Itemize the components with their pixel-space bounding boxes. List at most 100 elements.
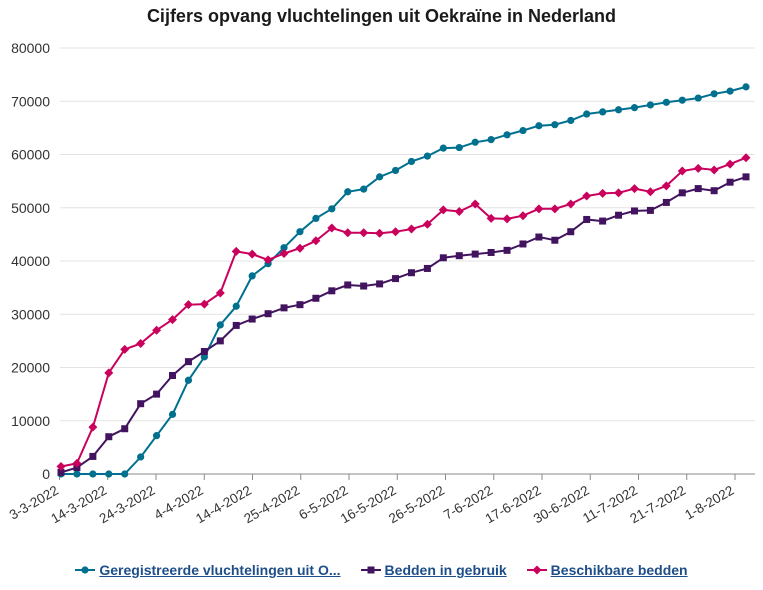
data-point[interactable] xyxy=(662,198,670,206)
data-point[interactable] xyxy=(344,188,352,196)
data-point[interactable] xyxy=(646,101,655,109)
data-point[interactable] xyxy=(328,287,336,295)
data-point[interactable] xyxy=(232,321,240,329)
data-point[interactable] xyxy=(376,173,384,181)
data-point[interactable] xyxy=(678,189,686,197)
data-point[interactable] xyxy=(359,228,369,238)
data-point[interactable] xyxy=(280,304,288,312)
data-point[interactable] xyxy=(89,470,97,478)
data-point[interactable] xyxy=(710,187,718,195)
data-point[interactable] xyxy=(726,87,734,95)
data-point[interactable] xyxy=(137,453,145,461)
data-point[interactable] xyxy=(439,144,447,152)
data-point[interactable] xyxy=(327,223,337,233)
data-point[interactable] xyxy=(120,344,130,354)
data-point[interactable] xyxy=(519,240,527,248)
data-point[interactable] xyxy=(375,228,385,238)
data-point[interactable] xyxy=(183,300,193,310)
data-point[interactable] xyxy=(312,294,320,302)
data-point[interactable] xyxy=(551,236,559,244)
data-point[interactable] xyxy=(534,204,544,214)
data-point[interactable] xyxy=(583,110,591,118)
data-point[interactable] xyxy=(88,422,98,432)
data-point[interactable] xyxy=(184,376,193,384)
data-point[interactable] xyxy=(199,299,209,309)
data-point[interactable] xyxy=(105,470,113,478)
data-point[interactable] xyxy=(407,157,416,166)
data-point[interactable] xyxy=(566,199,576,209)
data-point[interactable] xyxy=(742,173,750,181)
data-point[interactable] xyxy=(423,264,431,272)
data-point[interactable] xyxy=(454,206,464,216)
data-point[interactable] xyxy=(295,243,305,253)
data-point[interactable] xyxy=(598,188,608,198)
data-point[interactable] xyxy=(439,254,447,262)
data-point[interactable] xyxy=(518,211,528,221)
data-point[interactable] xyxy=(184,358,192,366)
data-point[interactable] xyxy=(470,199,480,209)
data-point[interactable] xyxy=(614,106,623,114)
data-point[interactable] xyxy=(599,108,607,116)
data-point[interactable] xyxy=(582,191,592,201)
data-point[interactable] xyxy=(615,211,623,219)
data-point[interactable] xyxy=(710,90,718,98)
data-point[interactable] xyxy=(630,207,638,215)
data-point[interactable] xyxy=(169,371,177,379)
data-point[interactable] xyxy=(136,339,146,349)
data-point[interactable] xyxy=(89,452,97,460)
data-point[interactable] xyxy=(693,163,703,173)
data-point[interactable] xyxy=(407,269,415,277)
data-point[interactable] xyxy=(72,458,82,468)
data-point[interactable] xyxy=(56,462,66,472)
data-point[interactable] xyxy=(216,321,224,329)
data-point[interactable] xyxy=(551,121,559,129)
data-point[interactable] xyxy=(694,94,702,102)
data-point[interactable] xyxy=(153,390,161,398)
data-point[interactable] xyxy=(406,224,416,234)
data-point[interactable] xyxy=(200,353,208,361)
data-point[interactable] xyxy=(422,219,432,229)
data-point[interactable] xyxy=(152,325,162,335)
data-point[interactable] xyxy=(328,205,336,213)
data-point[interactable] xyxy=(486,213,496,223)
data-point[interactable] xyxy=(503,246,511,254)
data-point[interactable] xyxy=(677,166,687,176)
data-point[interactable] xyxy=(423,152,431,160)
data-point[interactable] xyxy=(629,184,639,194)
data-point[interactable] xyxy=(503,131,511,139)
data-point[interactable] xyxy=(248,272,256,280)
data-point[interactable] xyxy=(550,204,560,214)
data-point[interactable] xyxy=(455,143,463,152)
legend-item-3[interactable]: Beschikbare bedden xyxy=(526,562,688,578)
data-point[interactable] xyxy=(725,159,735,169)
data-point[interactable] xyxy=(152,432,161,440)
legend-item-1[interactable]: Geregistreerde vluchtelingen uit O... xyxy=(75,562,341,578)
data-point[interactable] xyxy=(694,185,702,193)
data-point[interactable] xyxy=(247,249,257,259)
data-point[interactable] xyxy=(216,337,224,345)
data-point[interactable] xyxy=(215,288,225,298)
data-point[interactable] xyxy=(376,280,384,288)
data-point[interactable] xyxy=(645,187,655,197)
data-point[interactable] xyxy=(726,178,734,186)
data-point[interactable] xyxy=(392,275,400,283)
data-point[interactable] xyxy=(57,468,65,476)
data-point[interactable] xyxy=(168,410,177,418)
data-point[interactable] xyxy=(248,315,256,323)
data-point[interactable] xyxy=(519,126,527,135)
data-point[interactable] xyxy=(455,252,463,260)
data-point[interactable] xyxy=(391,166,400,175)
data-point[interactable] xyxy=(263,255,273,265)
data-point[interactable] xyxy=(742,83,750,91)
data-point[interactable] xyxy=(567,228,575,236)
data-point[interactable] xyxy=(438,205,448,215)
data-point[interactable] xyxy=(279,249,289,259)
data-point[interactable] xyxy=(296,228,304,236)
data-point[interactable] xyxy=(583,215,591,223)
data-point[interactable] xyxy=(487,135,495,144)
data-point[interactable] xyxy=(312,214,320,222)
data-point[interactable] xyxy=(105,433,113,441)
data-point[interactable] xyxy=(630,104,639,112)
data-point[interactable] xyxy=(678,96,686,104)
data-point[interactable] xyxy=(535,122,543,130)
